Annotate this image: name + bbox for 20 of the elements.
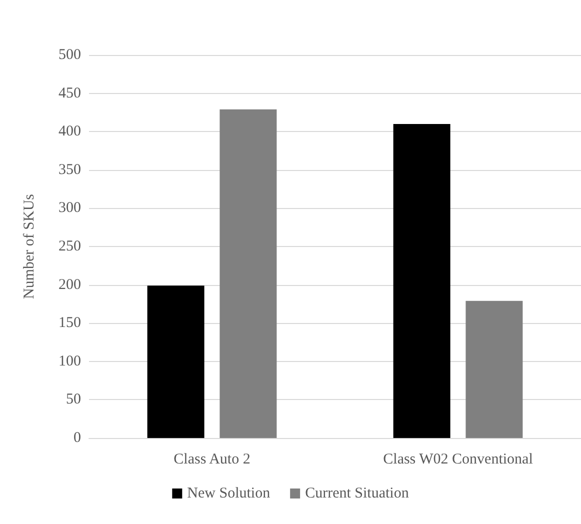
- y-tick-label: 50: [66, 392, 81, 408]
- x-tick-label: Class W02 Conventional: [383, 452, 533, 468]
- x-tick-label: Class Auto 2: [174, 452, 250, 468]
- legend-label: Current Situation: [305, 486, 410, 502]
- bar: [220, 109, 277, 438]
- y-tick-label: 400: [58, 124, 81, 140]
- y-tick-label: 150: [58, 315, 81, 332]
- y-tick-label: 0: [74, 430, 81, 446]
- y-tick-label: 350: [58, 162, 81, 178]
- y-tick-label: 100: [58, 353, 81, 370]
- y-tick-label: 300: [58, 200, 81, 216]
- bar: [147, 286, 204, 438]
- bar: [466, 300, 523, 438]
- y-tick-label: 450: [58, 85, 81, 102]
- y-tick-label: 250: [58, 238, 81, 254]
- legend-label: New Solution: [187, 486, 271, 502]
- y-axis-title: Number of SKUs: [22, 194, 38, 299]
- bar: [393, 124, 450, 438]
- y-tick-label: 500: [58, 47, 81, 63]
- y-tick-label: 200: [58, 276, 81, 293]
